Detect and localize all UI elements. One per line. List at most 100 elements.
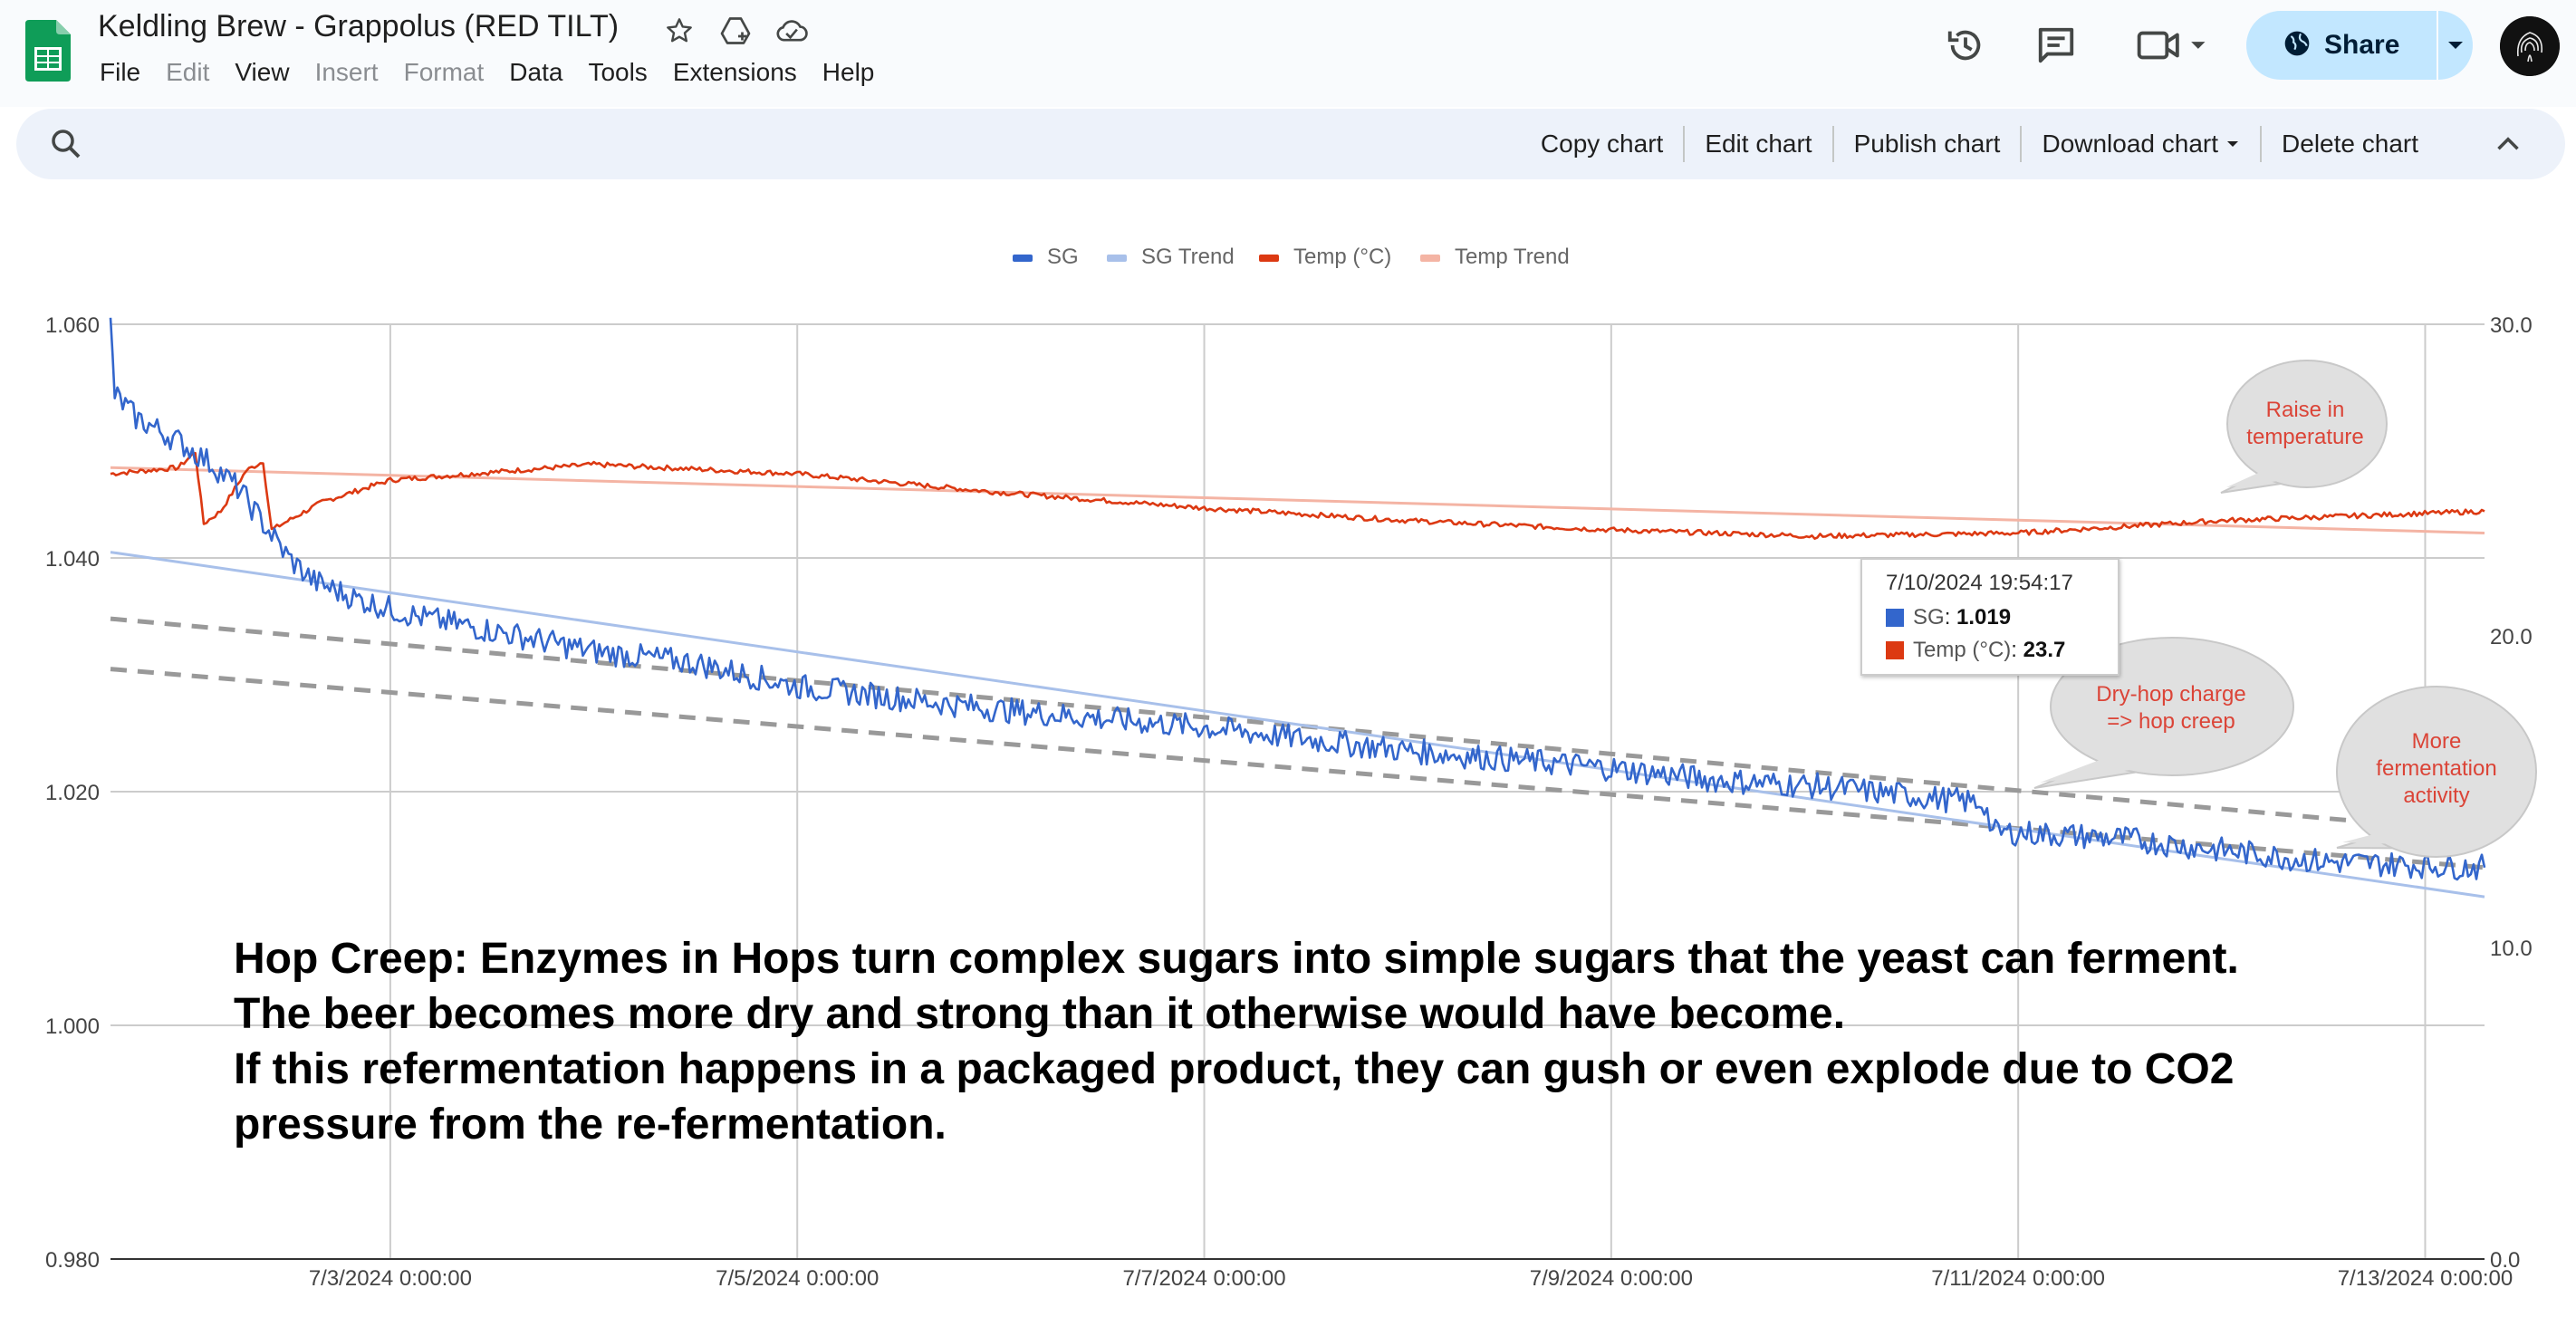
tooltip-row-temp: Temp (°C): 23.7 <box>1886 638 2065 663</box>
x-tick-label: 7/9/2024 0:00:00 <box>1530 1266 1693 1291</box>
annotation-dry-hop: Dry-hop charge => hop creep <box>2096 682 2246 734</box>
menu-view[interactable]: View <box>235 58 290 86</box>
legend-entry: Temp (°C) <box>1259 245 1391 269</box>
legend-label: Temp (°C) <box>1293 245 1391 269</box>
note-line: Hop Creep: Enzymes in Hops turn complex … <box>234 935 2239 983</box>
legend-entry: Temp Trend <box>1420 245 1570 269</box>
top-bar: Keldling Brew - Grappolus (RED TILT) Fil… <box>0 0 2576 107</box>
y-left-tick-label: 0.980 <box>45 1248 100 1273</box>
note-line: The beer becomes more dry and strong tha… <box>234 990 1846 1038</box>
cloud-status-icon[interactable] <box>774 13 810 49</box>
collapse-toolbar-icon[interactable] <box>2489 125 2527 163</box>
x-tick-label: 7/3/2024 0:00:00 <box>309 1266 472 1291</box>
star-icon[interactable] <box>661 13 697 49</box>
bubble-more-fermentation <box>2336 686 2537 858</box>
menu-help[interactable]: Help <box>822 58 875 86</box>
legend-swatch <box>1420 255 1440 262</box>
y-left-tick-label: 1.000 <box>45 1014 100 1039</box>
toolbar-divider <box>2020 126 2023 162</box>
legend-label: Temp Trend <box>1455 245 1570 269</box>
download-chart-button[interactable]: Download chart <box>2022 130 2260 159</box>
meet-icon[interactable] <box>2129 20 2219 71</box>
delete-chart-button[interactable]: Delete chart <box>2262 130 2438 159</box>
series-line-temp-trend <box>110 466 2485 534</box>
menu-edit[interactable]: Edit <box>166 58 210 86</box>
series-line-sg <box>109 317 2486 881</box>
legend-swatch <box>1259 255 1279 262</box>
menu-bar: File Edit View Insert Format Data Tools Extensi… <box>87 56 887 89</box>
chevron-down-icon <box>2227 141 2239 147</box>
move-to-drive-icon[interactable] <box>717 13 754 49</box>
note-line: pressure from the re-fermentation. <box>234 1101 947 1149</box>
publish-chart-button[interactable]: Publish chart <box>1834 130 2021 159</box>
dashed-guide-line <box>110 616 2485 835</box>
toolbar-action-label: Publish chart <box>1853 130 2001 158</box>
share-dropdown-button[interactable] <box>2438 11 2473 80</box>
annotation-more-fermentation: More fermentation activity <box>2376 729 2497 808</box>
note-line: If this refermentation happens in a pack… <box>234 1045 2235 1093</box>
bubble-tail-fill <box>2226 466 2300 487</box>
y-right-tick-label: 10.0 <box>2490 937 2533 961</box>
series-line-temp-c <box>110 451 2485 540</box>
legend-entry: SG Trend <box>1107 245 1235 269</box>
toolbar-divider <box>1831 126 1834 162</box>
hop-creep-note: Hop Creep: Enzymes in Hops turn complex … <box>234 931 2408 1152</box>
dashed-guide-line <box>110 667 2485 870</box>
menu-data[interactable]: Data <box>509 58 563 86</box>
toolbar-divider <box>2260 126 2263 162</box>
y-left-tick-label: 1.060 <box>45 313 100 338</box>
chevron-down-icon <box>2448 42 2463 49</box>
menu-file[interactable]: File <box>100 58 141 86</box>
menu-extensions[interactable]: Extensions <box>672 58 797 86</box>
sheets-logo-icon[interactable] <box>25 20 71 82</box>
legend-label: SG Trend <box>1141 245 1235 269</box>
bubble-body <box>2226 360 2388 488</box>
toolbar-action-label: Copy chart <box>1540 130 1664 158</box>
y-left-tick-label: 1.020 <box>45 781 100 805</box>
document-title[interactable]: Keldling Brew - Grappolus (RED TILT) <box>98 9 620 43</box>
avatar[interactable] <box>2500 16 2560 76</box>
x-tick-label: 7/5/2024 0:00:00 <box>716 1266 879 1291</box>
menu-tools[interactable]: Tools <box>588 58 648 86</box>
sg-swatch <box>1886 609 1904 627</box>
toolbar-action-label: Edit chart <box>1705 130 1812 158</box>
legend-swatch <box>1107 255 1127 262</box>
toolbar-divider <box>1683 126 1686 162</box>
comments-icon[interactable] <box>2031 20 2081 71</box>
bubble-tail-fill <box>2040 753 2160 783</box>
bubble-body <box>2336 686 2537 858</box>
menu-insert[interactable]: Insert <box>314 58 379 86</box>
bubble-raise-temperature <box>2220 360 2388 494</box>
tooltip-date: 7/10/2024 19:54:17 <box>1886 571 2073 595</box>
share-divider <box>2437 11 2438 80</box>
history-icon[interactable] <box>1940 20 1991 71</box>
share-label: Share <box>2324 30 2400 60</box>
toolbar-action-label: Download chart <box>2042 130 2219 158</box>
chart-tooltip: 7/10/2024 19:54:17 SG: 1.019 Temp (°C): … <box>1860 558 2119 676</box>
y-right-tick-label: 30.0 <box>2490 313 2533 338</box>
share-button[interactable]: Share <box>2246 11 2473 80</box>
chart-toolbar: Copy chart Edit chart Publish chart Downloa… <box>16 109 2565 179</box>
annotation-raise-temperature: Raise in temperature <box>2246 398 2364 449</box>
y-right-tick-label: 0.0 <box>2490 1248 2520 1273</box>
x-tick-label: 7/11/2024 0:00:00 <box>1931 1266 2105 1291</box>
bubble-tail-fill <box>2342 829 2427 845</box>
share-main-button[interactable]: Share <box>2246 11 2437 80</box>
legend-label: SG <box>1047 245 1079 269</box>
legend-swatch <box>1013 255 1033 262</box>
temp-swatch <box>1886 641 1904 659</box>
y-left-tick-label: 1.040 <box>45 547 100 572</box>
menu-format[interactable]: Format <box>403 58 485 86</box>
edit-chart-button[interactable]: Edit chart <box>1685 130 1831 159</box>
chart-area[interactable]: 0.980 1.000 1.020 1.040 1.060 0.0 10.0 20.0 30.0… <box>0 181 2576 1317</box>
y-right-tick-label: 20.0 <box>2490 625 2533 649</box>
globe-icon <box>2283 29 2312 62</box>
copy-chart-button[interactable]: Copy chart <box>1521 130 1683 159</box>
x-tick-label: 7/13/2024 0:00:00 <box>2338 1266 2514 1291</box>
search-icon[interactable] <box>47 125 85 163</box>
legend-entry: SG <box>1013 245 1079 269</box>
tooltip-row-sg: SG: 1.019 <box>1886 605 2011 630</box>
sg-temp-chart[interactable]: 0.980 1.000 1.020 1.040 1.060 0.0 10.0 20.0 30.0… <box>0 181 2576 1317</box>
x-tick-label: 7/7/2024 0:00:00 <box>1122 1266 1285 1291</box>
toolbar-action-label: Delete chart <box>2282 130 2418 158</box>
